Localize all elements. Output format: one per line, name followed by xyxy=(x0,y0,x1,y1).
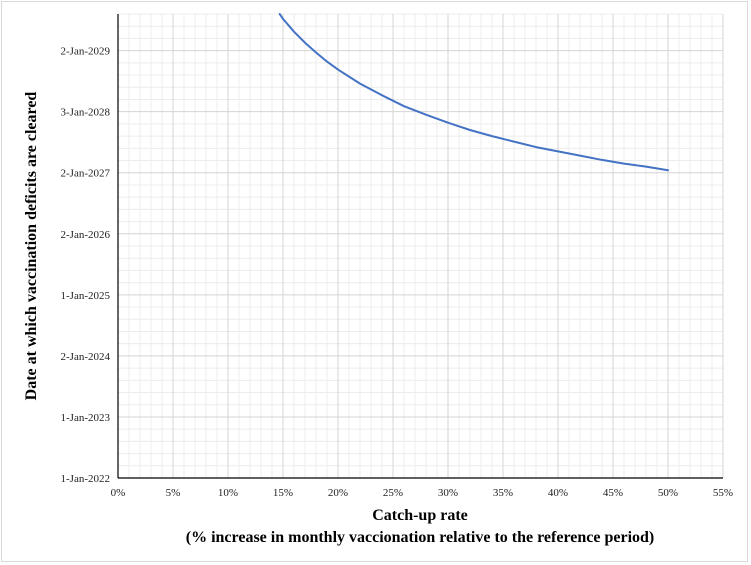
y-tick-label: 2-Jan-2024 xyxy=(61,351,111,363)
x-tick-label: 15% xyxy=(273,487,293,499)
y-tick-label: 3-Jan-2028 xyxy=(61,107,111,119)
x-tick-label: 25% xyxy=(383,487,403,499)
axes xyxy=(117,14,723,479)
y-tick-label: 1-Jan-2025 xyxy=(61,290,111,302)
x-axis-title: Catch-up rate xyxy=(372,507,468,524)
x-tick-label: 0% xyxy=(111,487,126,499)
y-tick-labels: 1-Jan-2022 1-Jan-2023 2-Jan-2024 1-Jan-2025… xyxy=(61,46,111,485)
series-layer xyxy=(278,13,669,172)
x-tick-label: 50% xyxy=(658,487,678,499)
x-tick-label: 45% xyxy=(603,487,623,499)
x-tick-labels: 0% 5% 10% 15% 20% 25% 30% 35% 40% 45% 50% 55% xyxy=(111,487,733,499)
x-axis-subtitle: (% increase in monthly vaccionation rela… xyxy=(186,529,655,546)
x-tick-label: 5% xyxy=(166,487,181,499)
x-tick-label: 30% xyxy=(438,487,458,499)
x-tick-label: 20% xyxy=(328,487,348,499)
series-line xyxy=(278,13,669,172)
y-tick-label: 2-Jan-2029 xyxy=(61,46,111,58)
x-tick-label: 40% xyxy=(548,487,568,499)
major-gridlines xyxy=(118,14,724,478)
x-tick-label: 35% xyxy=(493,487,513,499)
y-tick-label: 2-Jan-2026 xyxy=(61,229,111,241)
y-tick-label: 1-Jan-2023 xyxy=(61,412,111,424)
x-tick-label: 10% xyxy=(218,487,238,499)
minor-gridlines xyxy=(118,13,723,478)
y-tick-label: 1-Jan-2022 xyxy=(61,473,111,485)
x-tick-label: 55% xyxy=(713,487,733,499)
y-axis-title: Date at which vaccination deficits are c… xyxy=(23,92,40,401)
y-tick-label: 2-Jan-2027 xyxy=(61,168,111,180)
